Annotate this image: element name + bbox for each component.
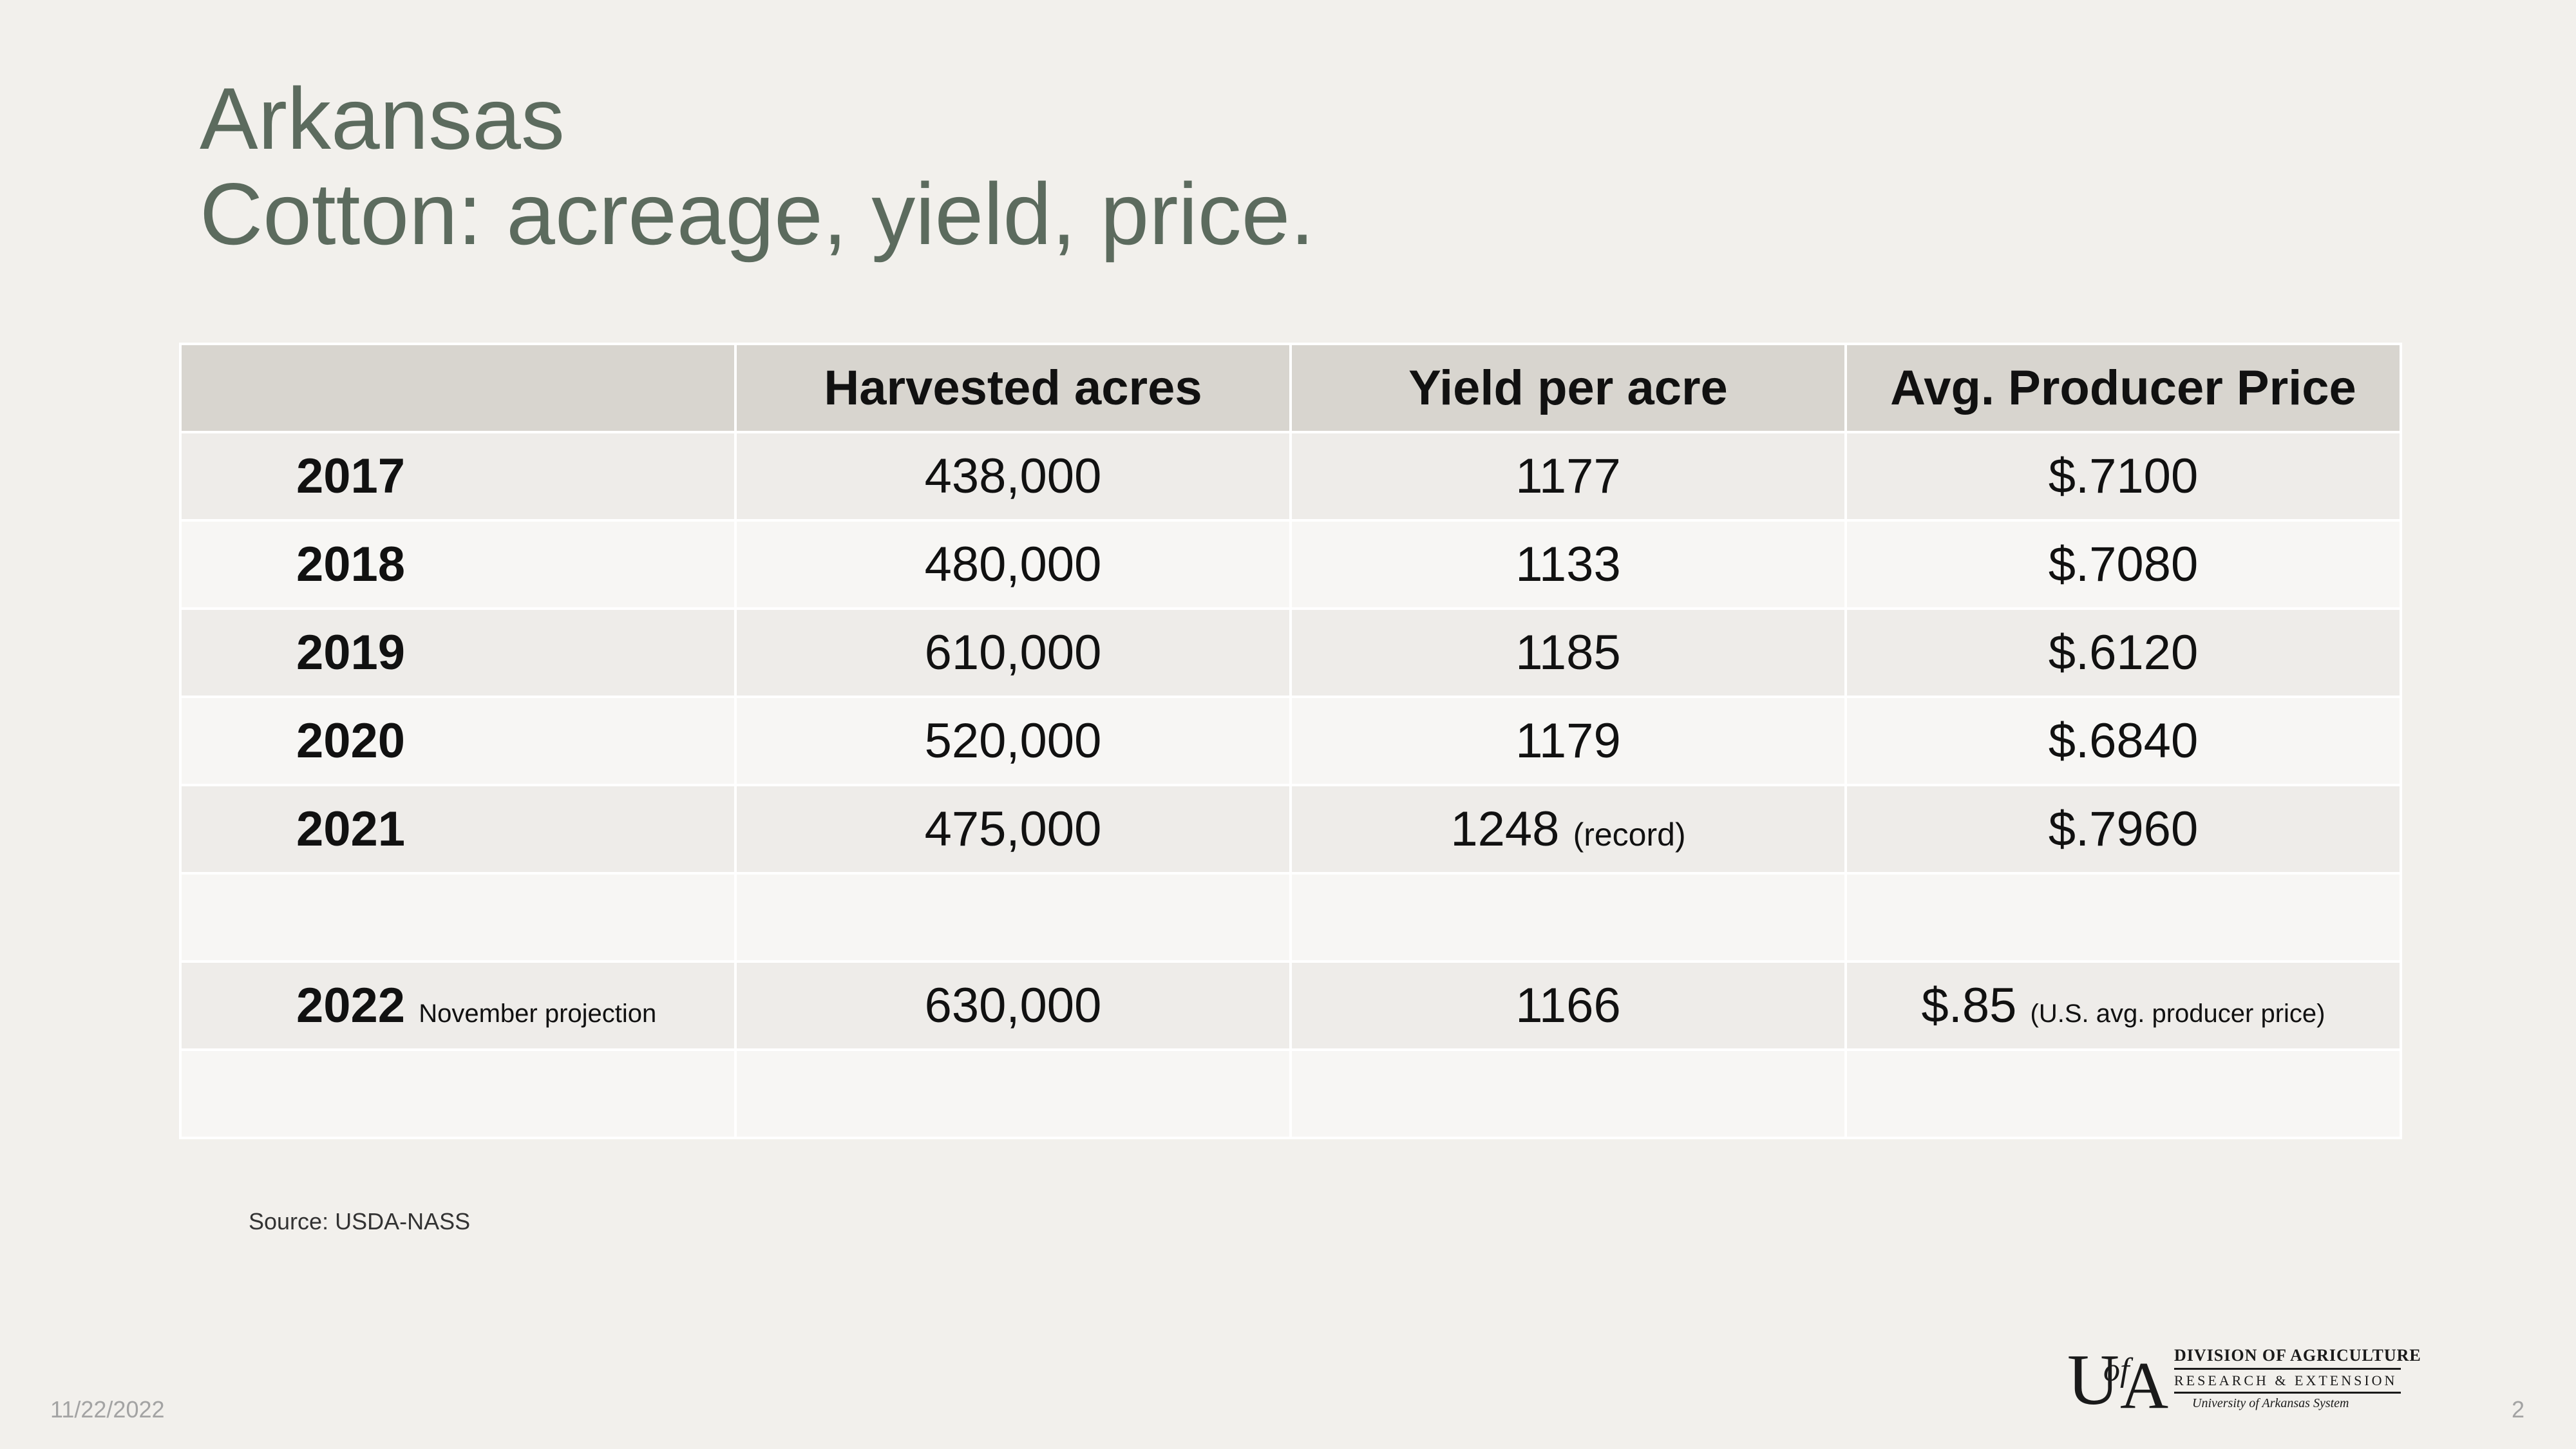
year-value: 2018 [296,537,406,592]
table-header-row: Harvested acres Yield per acre Avg. Prod… [179,343,2402,433]
yield-cell: 1166 [1289,960,1847,1051]
year-cell: 2020 [179,696,737,786]
table-row-empty [179,872,2402,963]
logo-letter-a: A [2120,1349,2168,1413]
header-cell-harvested-acres: Harvested acres [734,343,1292,433]
year-value: 2019 [296,625,406,680]
acres-cell: 630,000 [734,960,1292,1051]
price-cell: $.6120 [1844,607,2402,698]
acres-cell [734,872,1292,963]
table-row: 2019 610,000 1185 $.6120 [179,607,2402,698]
yield-cell: 1179 [1289,696,1847,786]
footer-date: 11/22/2022 [50,1396,165,1423]
table-row: 2018 480,000 1133 $.7080 [179,519,2402,610]
year-cell: 2017 [179,431,737,522]
slide-page-number: 2 [2512,1396,2525,1423]
yield-cell: 1177 [1289,431,1847,522]
logo-letter-of: of [2103,1352,2134,1388]
year-value: 2017 [296,449,406,504]
yield-value: 1248 [1450,802,1560,857]
logo-wordmark: DIVISION OF AGRICULTURE RESEARCH & EXTEN… [2174,1346,2421,1411]
logo-letter-u: U [2067,1341,2119,1413]
yield-cell: 1133 [1289,519,1847,610]
price-cell: $.85 (U.S. avg. producer price) [1844,960,2402,1051]
year-value: 2021 [296,802,406,857]
price-cell: $.6840 [1844,696,2402,786]
acres-cell: 480,000 [734,519,1292,610]
price-value: $.85 [1921,978,2017,1033]
slide-title: Arkansas Cotton: acreage, yield, price. [200,71,1314,261]
year-cell: 2018 [179,519,737,610]
year-note: November projection [419,999,657,1028]
year-cell [179,1048,737,1139]
year-value: 2022 [296,978,406,1033]
logo-system-text: University of Arkansas System [2192,1396,2349,1410]
table-row: 2021 475,000 1248 (record) $.7960 [179,784,2402,875]
acres-cell: 520,000 [734,696,1292,786]
price-cell: $.7960 [1844,784,2402,875]
yield-cell [1289,872,1847,963]
year-cell: 2022 November projection [179,960,737,1051]
header-cell-blank [179,343,737,433]
acres-cell: 610,000 [734,607,1292,698]
cotton-data-table: Harvested acres Yield per acre Avg. Prod… [179,343,2402,1139]
table-row: 2022 November projection 630,000 1166 $.… [179,960,2402,1051]
year-cell: 2019 [179,607,737,698]
year-cell [179,872,737,963]
table-row: 2020 520,000 1179 $.6840 [179,696,2402,786]
year-value: 2020 [296,714,406,768]
price-cell: $.7080 [1844,519,2402,610]
price-note: (U.S. avg. producer price) [2030,999,2325,1028]
yield-cell: 1248 (record) [1289,784,1847,875]
header-cell-avg-producer-price: Avg. Producer Price [1844,343,2402,433]
acres-cell: 475,000 [734,784,1292,875]
price-cell [1844,1048,2402,1139]
yield-cell: 1185 [1289,607,1847,698]
table-row: 2017 438,000 1177 $.7100 [179,431,2402,522]
table-row-empty [179,1048,2402,1139]
acres-cell: 438,000 [734,431,1292,522]
logo-division-text: DIVISION OF AGRICULTURE [2174,1346,2421,1370]
yield-cell [1289,1048,1847,1139]
year-cell: 2021 [179,784,737,875]
source-note: Source: USDA-NASS [249,1208,471,1235]
header-cell-yield-per-acre: Yield per acre [1289,343,1847,433]
title-line-subject: Cotton: acreage, yield, price. [200,165,1315,263]
price-cell: $.7100 [1844,431,2402,522]
logo-research-text: RESEARCH & EXTENSION [2174,1370,2401,1394]
title-line-state: Arkansas [200,70,565,167]
price-cell [1844,872,2402,963]
yield-note: (record) [1573,817,1686,853]
acres-cell [734,1048,1292,1139]
uofa-division-logo: U of A DIVISION OF AGRICULTURE RESEARCH … [2066,1341,2421,1413]
uofa-logo-icon: U of A [2067,1341,2168,1413]
